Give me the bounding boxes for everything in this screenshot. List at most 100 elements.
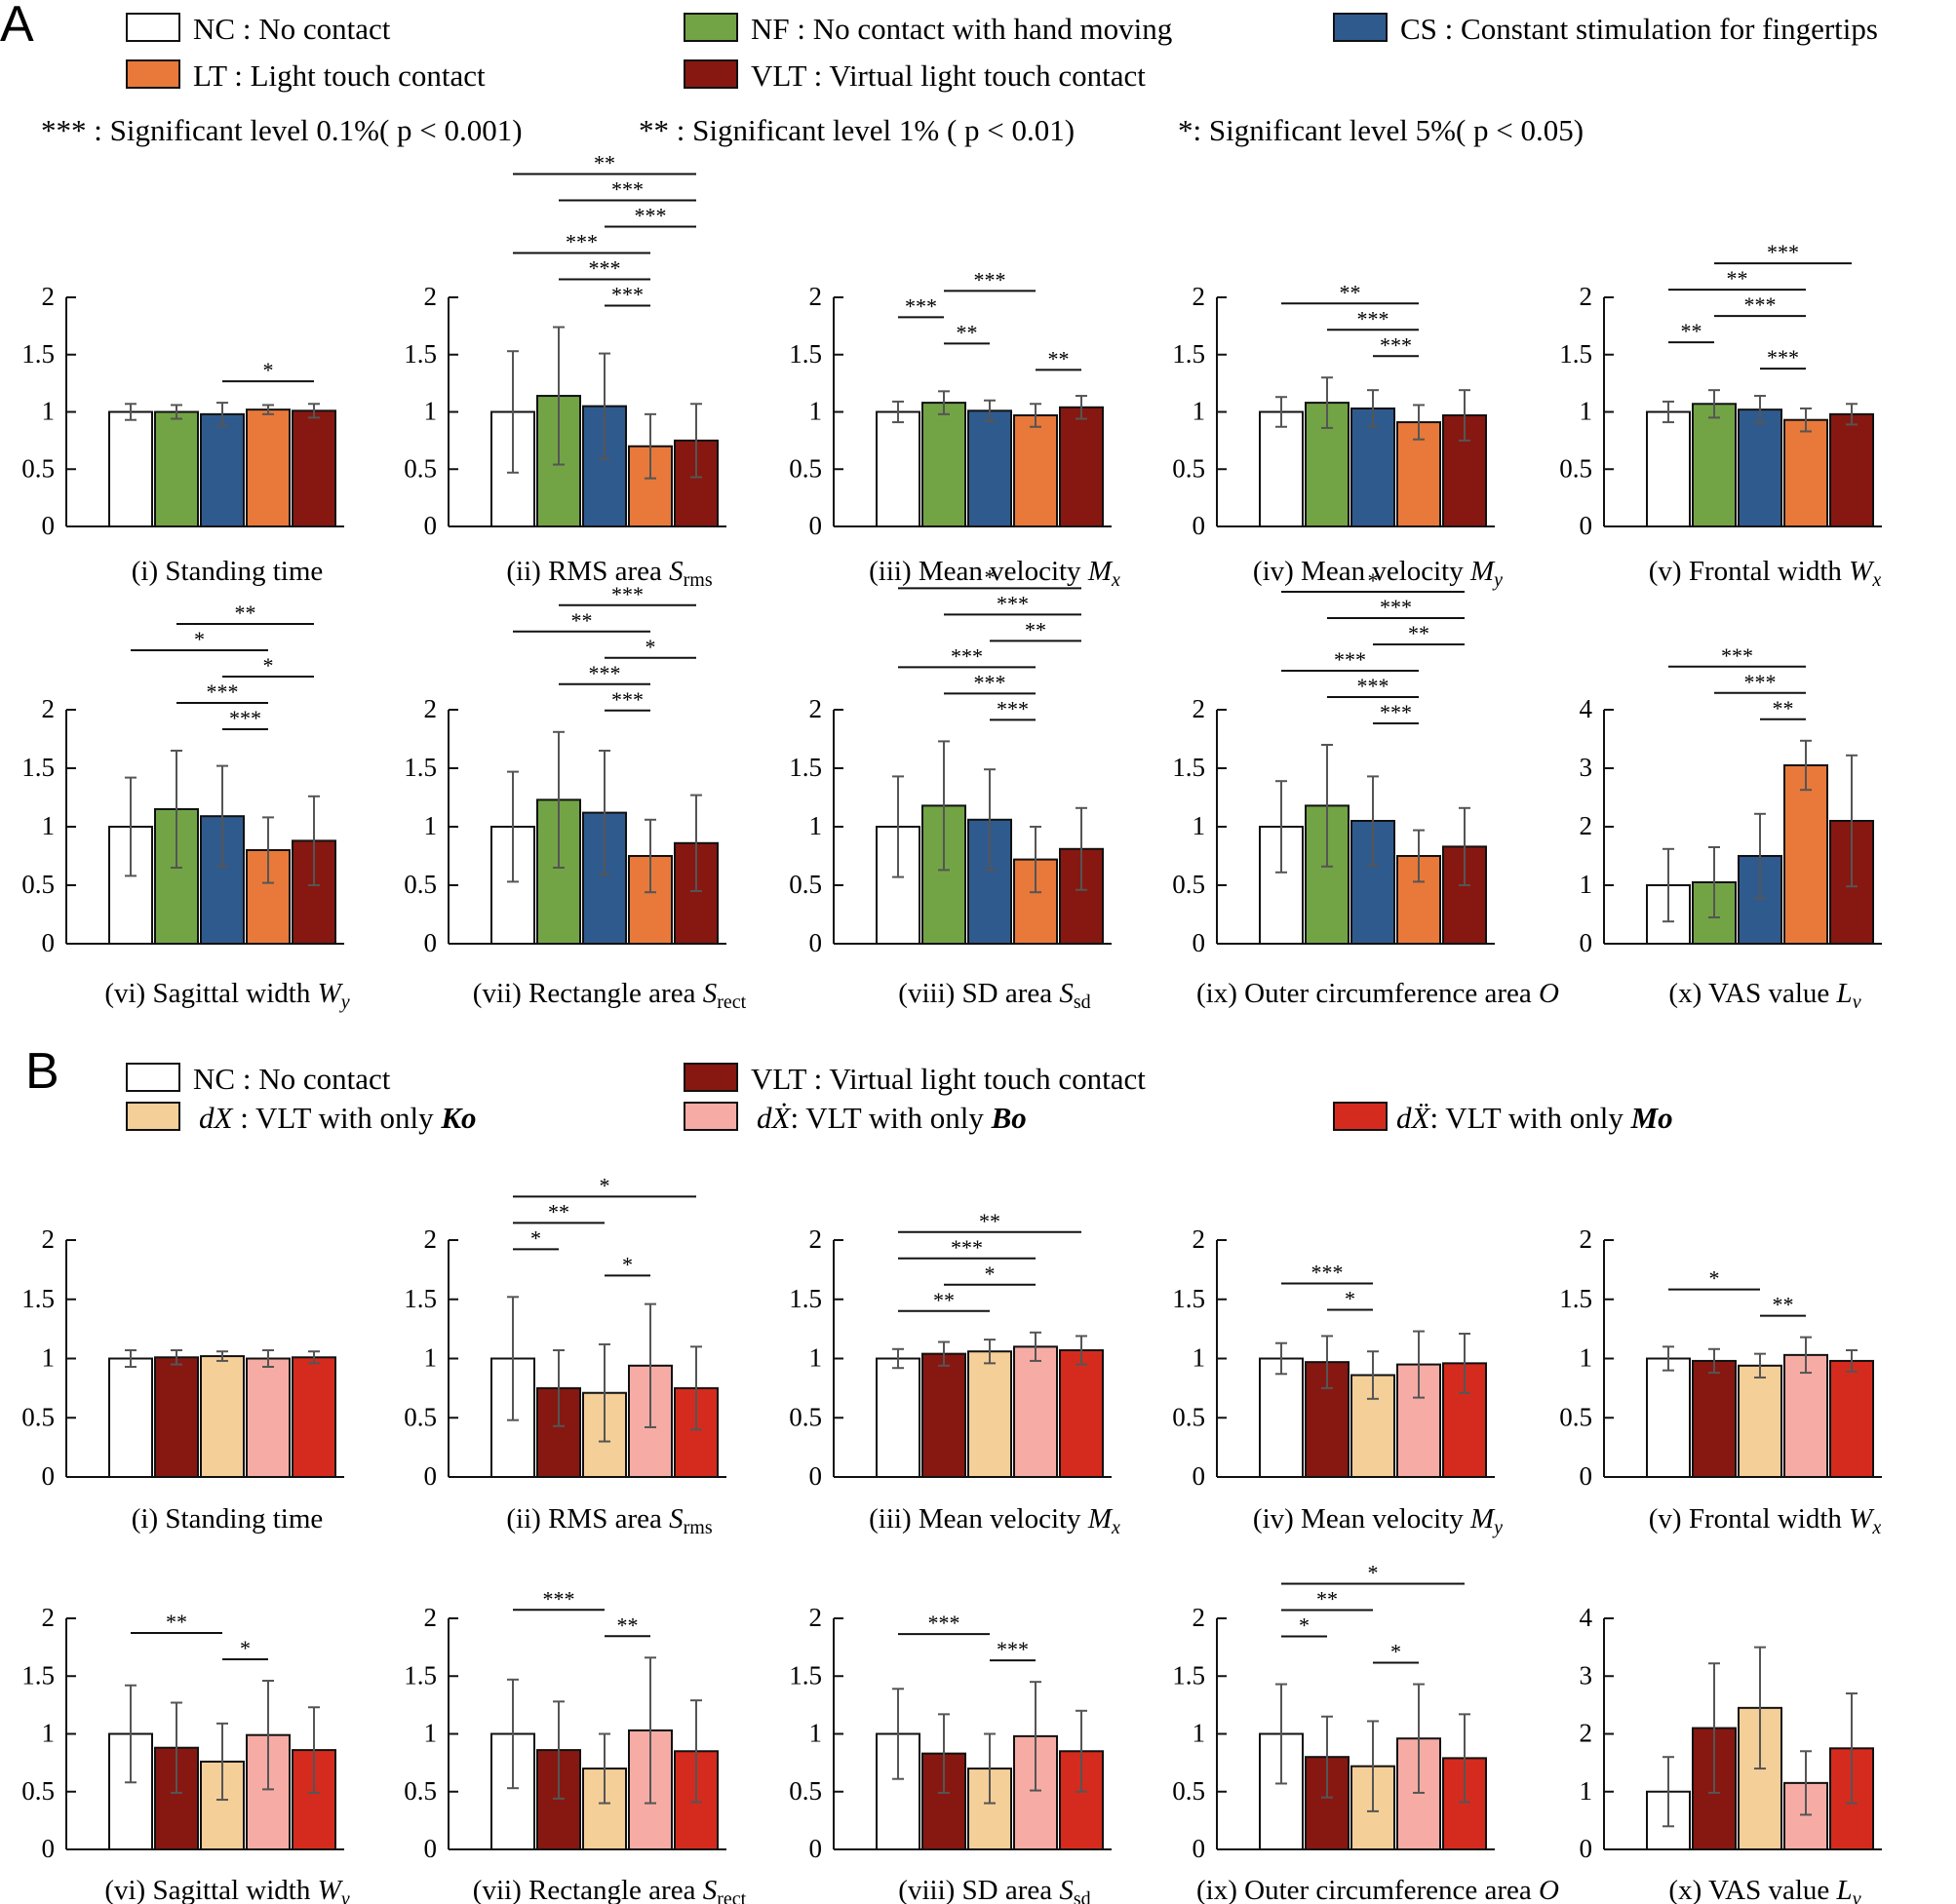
sig-label: : Significant level 0.1% (94, 113, 379, 147)
bar-nc (108, 410, 153, 527)
y-tick-label: 1.5 (789, 339, 822, 369)
significance-stars: ** (957, 320, 978, 344)
chart-symbol-sub: y (339, 1888, 350, 1904)
significance-stars: *** (951, 1235, 983, 1260)
significance-stars: *** (905, 293, 937, 318)
y-tick-label: 1.5 (21, 1660, 55, 1690)
significance-stars: ** (1025, 617, 1046, 641)
chart-panel: 00.511.52********(iii) Mean velocity Mx (789, 1209, 1120, 1538)
chart-title-text: (vi) Sagittal width (104, 1875, 311, 1904)
significance-stars: ** (571, 608, 593, 633)
significance-stars: ** (1681, 319, 1702, 343)
y-tick-label: 1.5 (404, 753, 437, 782)
bar-dxdd (1829, 1359, 1874, 1479)
bar-nc (1259, 1357, 1304, 1478)
y-tick-label: 0.5 (21, 1402, 55, 1431)
legend-abbr: CS (1400, 12, 1437, 46)
chart-panel: 00.511.52 ***************(ix) Outer circu… (1172, 568, 1559, 1009)
y-tick-label: 1 (1193, 397, 1206, 426)
significance-stars: *** (951, 643, 983, 668)
chart-title-gap (695, 978, 702, 1009)
legend-item-cs: CS : Constant stimulation for fingertips (1333, 12, 1878, 46)
chart-symbol: S (1059, 1875, 1074, 1904)
bar-nf (154, 410, 199, 527)
y-tick-label: 0 (1580, 1834, 1593, 1863)
y-tick-label: 2 (424, 1224, 438, 1254)
chart-panel: 00.511.52***(vi) Sagittal width Wy (21, 1603, 350, 1904)
y-tick-label: 1.5 (1172, 339, 1205, 369)
legend-swatch-nc (126, 1063, 180, 1092)
y-tick-label: 0 (1580, 928, 1593, 957)
chart-title-text: (i) Standing time (132, 556, 324, 587)
significance-stars: * (263, 653, 274, 678)
chart-symbol: W (1849, 556, 1875, 587)
chart-symbol: S (669, 556, 684, 587)
significance-stars: *** (611, 582, 644, 606)
bar-dxd (246, 1357, 291, 1478)
chart-title-gap (1532, 1875, 1539, 1904)
panel-letter-b: B (25, 1043, 59, 1100)
significance-stars: *** (1721, 643, 1753, 668)
chart-title-text: (vii) Rectangle area (473, 1875, 696, 1904)
chart-title-gap (1842, 556, 1849, 587)
chart-title: (ix) Outer circumference area O (1196, 978, 1559, 1009)
significance-stars: *** (543, 1586, 575, 1611)
bar-dxd (1013, 1345, 1058, 1478)
y-tick-label: 3 (1580, 753, 1593, 782)
bar-lt (1783, 418, 1828, 528)
significance-stars: *** (1744, 670, 1777, 694)
y-tick-label: 0 (42, 928, 56, 957)
chart-title-text: (iv) Mean velocity (1253, 1503, 1464, 1535)
chart-title-text: (v) Frontal width (1649, 1503, 1843, 1535)
svg-text:NC : No contact: NC : No contact (193, 1062, 391, 1096)
y-tick-label: 1 (42, 1343, 56, 1373)
bar-nc (876, 410, 920, 527)
y-tick-label: 0 (809, 1461, 823, 1491)
legend-abbr: NC (193, 1062, 235, 1096)
legend-text: : Virtual light touch contact (814, 1062, 1147, 1096)
chart-symbol-sub: v (1853, 991, 1861, 1013)
y-tick-label: 1 (809, 1719, 823, 1748)
legend-abbr: NF (751, 12, 790, 46)
chart-symbol-sub: rect (717, 1888, 746, 1904)
chart-symbol: S (1059, 978, 1074, 1009)
svg-text:VLT : Virtual light touch cont: VLT : Virtual light touch contact (751, 58, 1146, 93)
significance-stars: * (622, 1252, 633, 1276)
legend-swatch-dx (126, 1102, 180, 1131)
chart-panel: 0 0.5 1 1.5 2 * (i) Standing time (21, 282, 344, 587)
chart-title-text: (ix) Outer circumference area (1196, 1875, 1532, 1904)
y-tick-label: 1 (42, 1719, 56, 1748)
chart-title-text: (viii) SD area (898, 978, 1052, 1009)
y-tick-label: 2 (1580, 1719, 1593, 1748)
chart-title-gap (1829, 978, 1836, 1009)
bar-nc (1646, 1357, 1691, 1478)
chart-panel: 00.511.52 **********(vi) Sagittal width W… (21, 601, 350, 1013)
chart-symbol-sub: y (339, 991, 350, 1013)
chart-title: (vi) Sagittal width Wy (104, 1875, 349, 1904)
chart-title-gap (1081, 556, 1088, 587)
significance-stars: ** (1727, 266, 1748, 291)
significance-stars: * (985, 1262, 996, 1286)
significance-stars: *** (589, 256, 621, 281)
chart-symbol-sub: rms (684, 1517, 713, 1538)
y-tick-label: 0 (424, 511, 438, 540)
y-tick-label: 1.5 (21, 339, 55, 369)
chart-title-gap (1081, 1503, 1088, 1535)
significance-stars: *** (611, 687, 644, 712)
svg-text:NF : No contact with hand movi: NF : No contact with hand moving (751, 12, 1172, 46)
y-tick-label: 0.5 (1172, 870, 1205, 899)
y-tick-label: 0 (809, 928, 823, 957)
y-tick-label: 2 (1580, 811, 1593, 840)
legend-text: : No contact (243, 1062, 391, 1096)
chart-title: (ii) RMS area Srms (506, 1503, 712, 1538)
legend-bold: Bo (991, 1101, 1027, 1135)
y-tick-label: 0.5 (404, 453, 437, 483)
y-tick-label: 2 (809, 1603, 823, 1632)
sig-level-005: *: Significant level 5%( p < 0.05) (1178, 113, 1584, 147)
legend-item-nf: NF : No contact with hand moving (684, 12, 1172, 46)
chart-symbol: M (1469, 1503, 1496, 1535)
significance-stars: ** (1340, 280, 1361, 304)
y-tick-label: 1.5 (1172, 1660, 1205, 1690)
legend-swatch-vlt (684, 1063, 738, 1092)
